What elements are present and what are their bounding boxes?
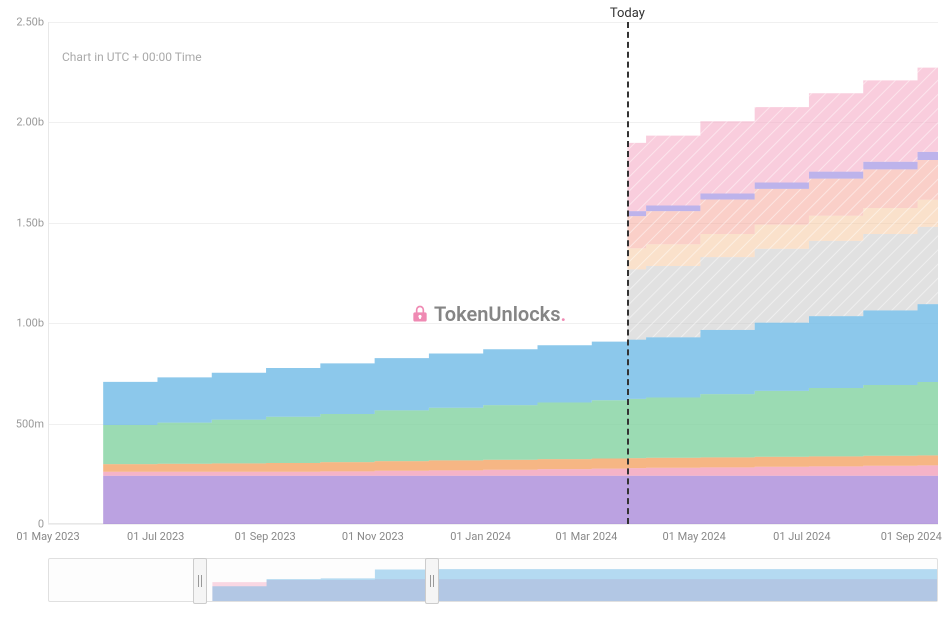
gridline [48, 524, 938, 525]
watermark: TokenUnlocks. [410, 302, 566, 326]
y-tick-label: 1.50b [16, 216, 44, 229]
y-tick-label: 2.50b [16, 16, 44, 29]
today-marker-line [627, 22, 629, 524]
y-tick-label: 1.00b [16, 317, 44, 330]
y-tick-label: 500m [16, 417, 44, 430]
slider-handle-right[interactable] [425, 558, 439, 604]
slider-minimap [49, 559, 937, 601]
x-tick-label: 01 Mar 2024 [556, 530, 618, 543]
y-tick-label: 2.00b [16, 116, 44, 129]
minimap-area [49, 569, 937, 601]
token-unlock-chart: 0500m1.00b1.50b2.00b2.50b TokenUnlocks. … [0, 0, 952, 627]
x-tick-label: 01 May 2023 [16, 530, 79, 543]
x-tick-label: 01 Sep 2023 [235, 530, 296, 543]
timezone-annotation: Chart in UTC + 00:00 Time [62, 50, 202, 64]
x-tick-label: 01 Jan 2024 [450, 530, 511, 543]
x-tick-label: 01 Nov 2023 [342, 530, 404, 543]
x-tick-label: 01 Jul 2024 [773, 530, 830, 543]
stacked-area-svg [48, 22, 938, 524]
watermark-dot: . [560, 302, 566, 326]
x-tick-label: 01 Sep 2024 [881, 530, 942, 543]
watermark-text-2: Unlocks [488, 302, 560, 326]
x-tick-label: 01 May 2024 [662, 530, 725, 543]
x-tick-label: 01 Jul 2023 [127, 530, 184, 543]
lock-icon [410, 304, 430, 324]
time-range-slider[interactable] [48, 558, 938, 602]
slider-handle-left[interactable] [193, 558, 207, 604]
area-purple [103, 476, 938, 524]
today-label: Today [610, 6, 645, 21]
watermark-text-1: Token [434, 302, 488, 326]
y-tick-label: 0 [38, 518, 44, 531]
